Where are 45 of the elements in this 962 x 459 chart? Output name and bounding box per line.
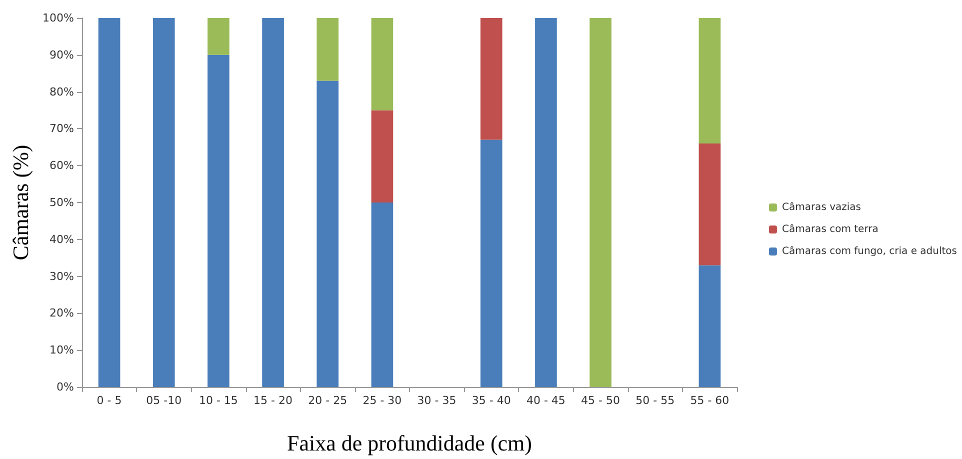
x-tick-label: 15 - 20 xyxy=(254,394,293,407)
bar xyxy=(208,54,230,387)
x-tick-label: 55 - 60 xyxy=(690,394,730,407)
y-tick-label: 30% xyxy=(50,270,74,283)
x-axis-title: Faixa de profundidade (cm) xyxy=(287,430,532,456)
x-tick-label: 40 - 45 xyxy=(526,394,566,407)
y-tick-label: 40% xyxy=(50,232,74,246)
bar xyxy=(698,143,721,266)
bar xyxy=(152,18,175,387)
bar xyxy=(316,18,339,81)
x-tick-label: 35 - 40 xyxy=(472,394,511,407)
y-tick-label: 10% xyxy=(50,344,74,357)
bar xyxy=(371,18,394,110)
y-tick-label: 50% xyxy=(50,196,74,209)
bar xyxy=(480,140,502,387)
bar xyxy=(480,18,502,140)
bar xyxy=(98,18,120,387)
x-tick-label: 0 - 5 xyxy=(96,394,122,407)
legend-label: Câmaras com fungo, cria e adultos xyxy=(782,246,957,257)
bar xyxy=(208,18,230,55)
y-tick-label: 20% xyxy=(50,306,74,320)
x-tick-label: 25 - 30 xyxy=(362,394,402,407)
legend-label: Câmaras com terra xyxy=(782,224,878,235)
bar xyxy=(590,18,612,387)
bar xyxy=(316,80,339,387)
legend-label: Câmaras vazias xyxy=(782,202,861,213)
x-tick-label: 10 - 15 xyxy=(198,394,238,407)
bar xyxy=(698,18,721,144)
y-tick-label: 80% xyxy=(50,85,74,98)
bar xyxy=(371,202,394,387)
y-axis-title: Câmaras (%) xyxy=(8,144,34,260)
bar xyxy=(262,18,284,387)
y-tick-label: 100% xyxy=(42,12,74,24)
y-tick-label: 60% xyxy=(50,159,74,172)
x-tick-label: 45 - 50 xyxy=(581,394,620,407)
bar xyxy=(698,265,721,387)
y-tick-label: 90% xyxy=(50,48,74,62)
y-tick-label: 70% xyxy=(50,122,74,136)
x-tick-label: 30 - 35 xyxy=(417,394,456,407)
x-tick-label: 20 - 25 xyxy=(308,394,348,407)
y-tick-label: 0% xyxy=(56,380,74,394)
bar xyxy=(535,18,557,387)
bar xyxy=(371,110,394,202)
x-tick-label: 05 -10 xyxy=(146,394,182,407)
x-tick-label: 50 - 55 xyxy=(636,394,675,407)
